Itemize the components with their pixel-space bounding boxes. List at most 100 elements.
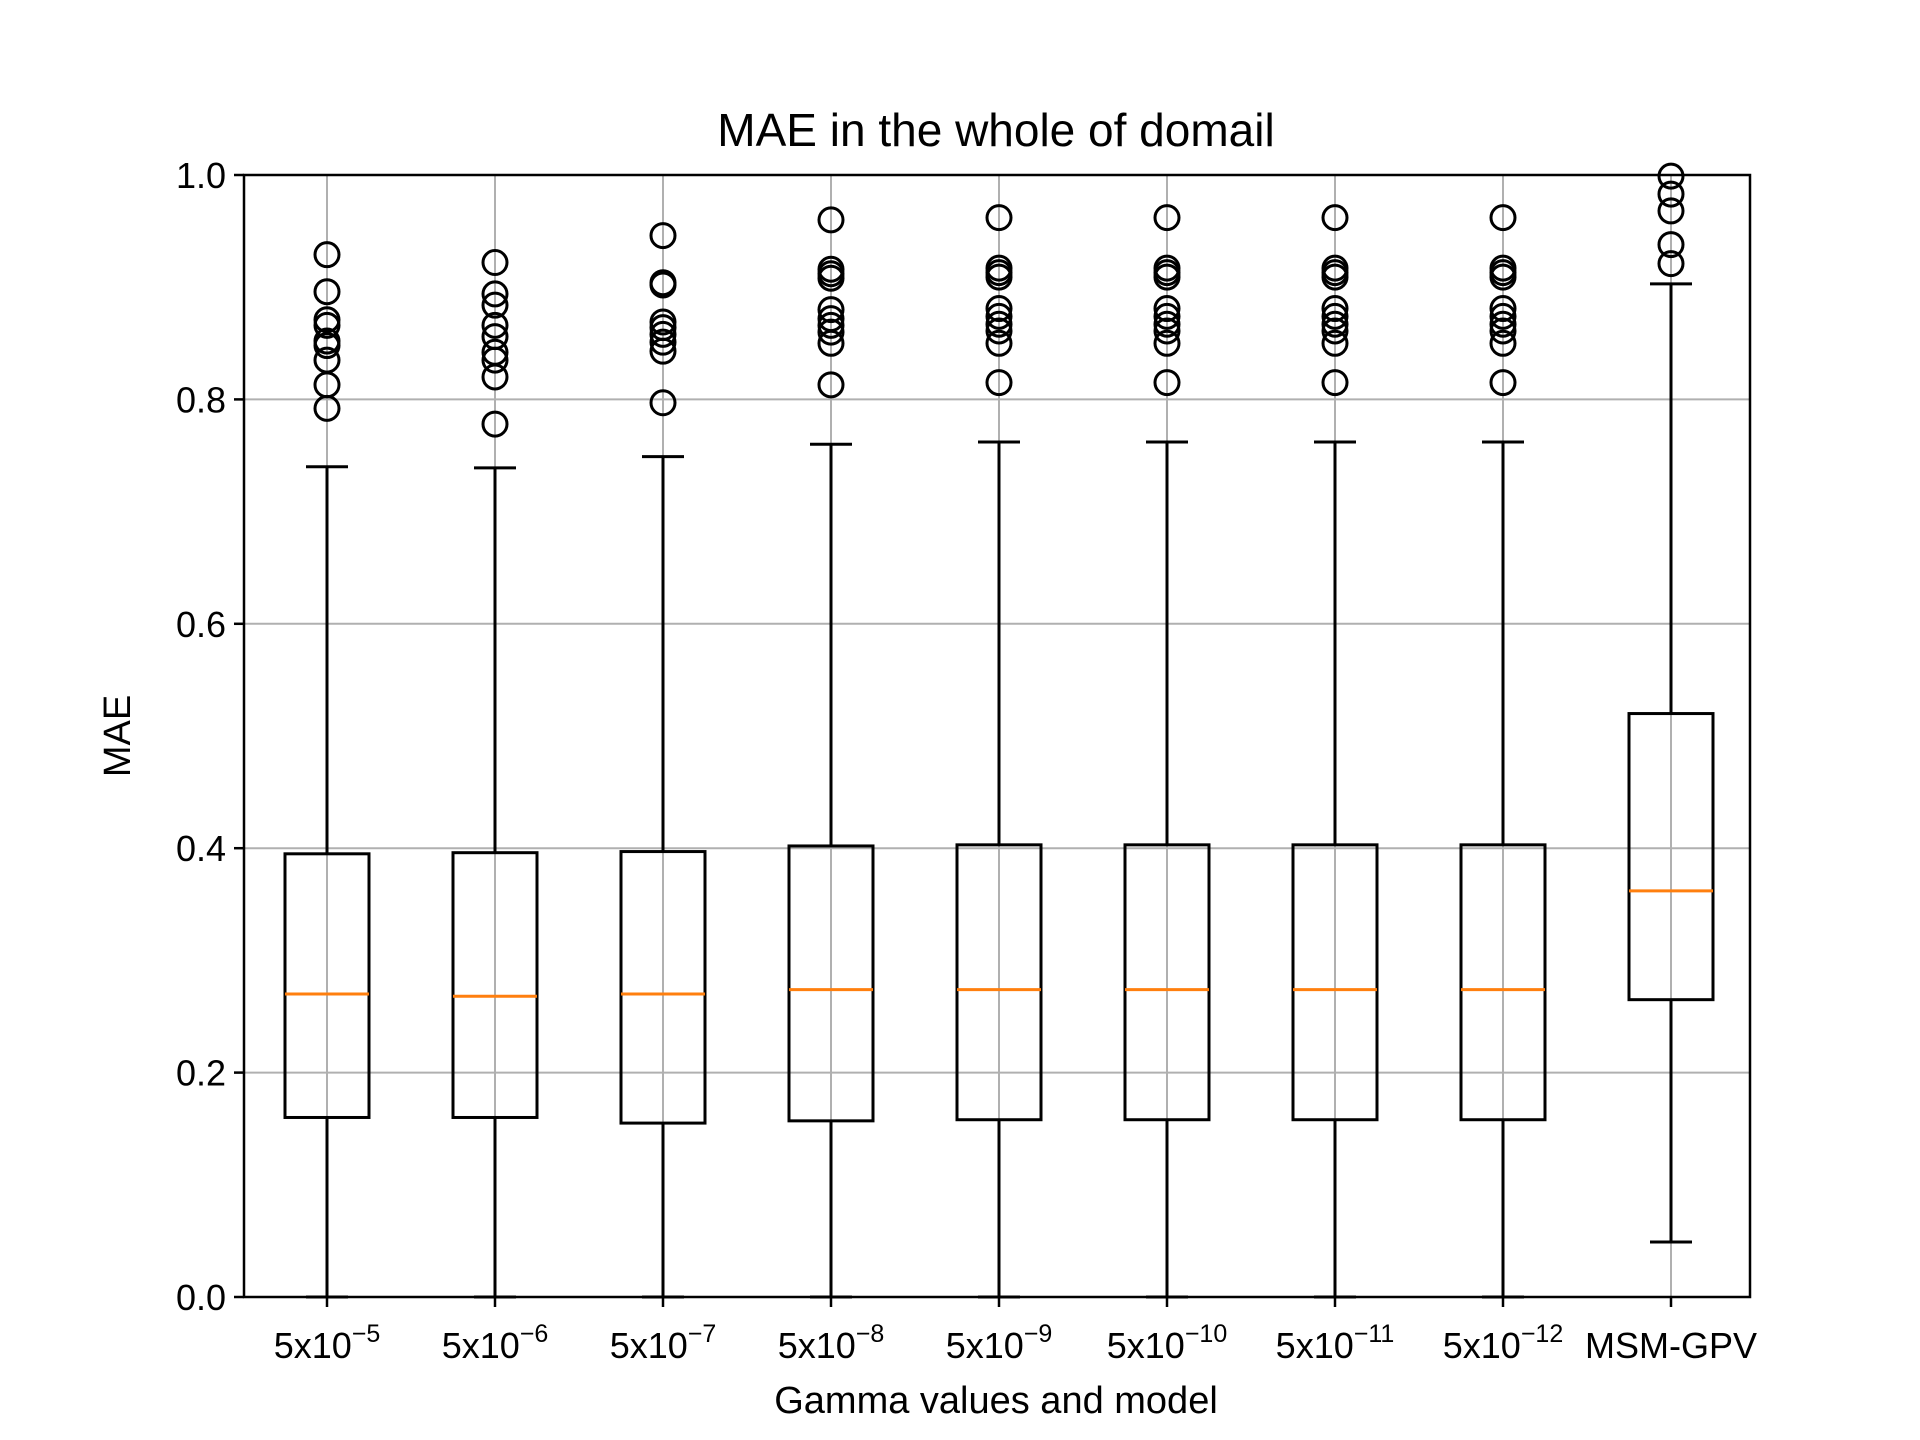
outlier-point — [1489, 263, 1517, 291]
outlier-point — [1489, 310, 1517, 338]
outlier-point — [985, 295, 1013, 323]
outlier-point — [817, 296, 845, 324]
outlier-point — [649, 222, 677, 250]
x-tick-label-base: 5x10 — [610, 1325, 688, 1366]
box-item — [1291, 204, 1379, 1299]
outlier-point — [1153, 329, 1181, 357]
x-tick-label-base: 5x10 — [1443, 1325, 1521, 1366]
outlier-point — [481, 410, 509, 438]
x-tick-label-exponent: −10 — [1185, 1320, 1227, 1348]
outlier-point — [649, 271, 677, 299]
box-iqr — [451, 851, 539, 1119]
chart-title: MAE in the whole of domail — [717, 104, 1274, 156]
x-axis-ticks: 5x10−5 5x10−6 5x10−7 5x10−8 5x10−9 5x10−10 5x1… — [274, 1297, 1757, 1366]
outlier-point — [817, 206, 845, 234]
outlier-point — [1489, 329, 1517, 357]
outlier-point — [1489, 302, 1517, 330]
outlier-point — [481, 363, 509, 391]
box-iqr — [1627, 712, 1715, 1002]
box-iqr — [619, 850, 707, 1125]
x-tick-label-exponent: −12 — [1521, 1320, 1563, 1348]
box-item — [283, 241, 371, 1299]
box-item — [1627, 162, 1715, 1244]
outlier-point — [313, 241, 341, 269]
outlier-point — [1153, 317, 1181, 345]
outlier-point — [1321, 302, 1349, 330]
outlier-point — [985, 310, 1013, 338]
x-tick-label: 5x10−7 — [610, 1320, 717, 1366]
x-tick-label-base: 5x10 — [274, 1325, 352, 1366]
y-tick-label: 0.8 — [176, 379, 226, 420]
x-tick-label: 5x10−10 — [1107, 1320, 1228, 1366]
outlier-point — [817, 311, 845, 339]
x-tick-label: 5x10−9 — [946, 1320, 1053, 1366]
y-axis-ticks: 0.0 0.2 0.4 0.6 0.8 1.0 — [176, 155, 244, 1318]
box-iqr — [1459, 843, 1547, 1122]
y-tick-label: 0.4 — [176, 828, 226, 869]
outlier-point — [1321, 204, 1349, 232]
y-tick-label: 0.0 — [176, 1277, 226, 1318]
outlier-point — [313, 278, 341, 306]
x-tick-label-base: 5x10 — [1276, 1325, 1354, 1366]
x-tick-label: 5x10−12 — [1443, 1320, 1564, 1366]
outlier-point — [985, 369, 1013, 397]
x-axis-label: Gamma values and model — [774, 1380, 1218, 1422]
outlier-point — [481, 346, 509, 374]
outlier-point — [817, 371, 845, 399]
outlier-point — [481, 311, 509, 339]
outlier-point — [1321, 329, 1349, 357]
outlier-point — [985, 263, 1013, 291]
y-tick-label: 0.2 — [176, 1053, 226, 1094]
y-tick-label: 1.0 — [176, 155, 226, 196]
outlier-point — [1321, 310, 1349, 338]
x-tick-label-base: 5x10 — [778, 1325, 856, 1366]
outlier-point — [1153, 295, 1181, 323]
outlier-point — [1489, 204, 1517, 232]
outlier-point — [481, 291, 509, 319]
box-iqr — [1291, 843, 1379, 1122]
outlier-point — [1489, 369, 1517, 397]
outlier-point — [1321, 369, 1349, 397]
outlier-point — [817, 329, 845, 357]
plot-frame — [242, 173, 1752, 1299]
outlier-point — [1657, 180, 1685, 208]
outlier-point — [1153, 263, 1181, 291]
y-tick-label: 0.6 — [176, 604, 226, 645]
outlier-point — [1153, 310, 1181, 338]
outlier-point — [1657, 250, 1685, 278]
outlier-point — [985, 204, 1013, 232]
x-tick-label-exponent: −8 — [856, 1320, 885, 1348]
outlier-point — [1489, 317, 1517, 345]
x-tick-label-base: 5x10 — [946, 1325, 1024, 1366]
x-tick-label-exponent: −5 — [352, 1320, 381, 1348]
box-iqr — [1123, 843, 1211, 1122]
x-tick-label: 5x10−5 — [274, 1320, 381, 1366]
box-iqr — [283, 852, 371, 1119]
outlier-point — [985, 317, 1013, 345]
outlier-point — [1321, 295, 1349, 323]
box-iqr — [955, 843, 1043, 1122]
outlier-point — [649, 337, 677, 365]
outlier-point — [1153, 204, 1181, 232]
outlier-point — [985, 329, 1013, 357]
outlier-point — [1153, 369, 1181, 397]
box-iqr — [787, 844, 875, 1123]
x-tick-label: 5x10−8 — [778, 1320, 885, 1366]
outlier-point — [817, 318, 845, 346]
outlier-point — [481, 249, 509, 277]
outlier-point — [1489, 295, 1517, 323]
outlier-point — [1657, 197, 1685, 225]
x-tick-label-exponent: −6 — [520, 1320, 549, 1348]
box-item — [1459, 204, 1547, 1299]
outlier-point — [313, 332, 341, 360]
x-tick-label-base: 5x10 — [442, 1325, 520, 1366]
outlier-point — [481, 280, 509, 308]
box-item — [955, 204, 1043, 1299]
outlier-point — [649, 389, 677, 417]
x-tick-label-exponent: −11 — [1354, 1320, 1395, 1348]
x-tick-label: 5x10−6 — [442, 1320, 549, 1366]
outlier-point — [649, 320, 677, 348]
outlier-point — [1321, 263, 1349, 291]
outlier-point — [649, 328, 677, 356]
